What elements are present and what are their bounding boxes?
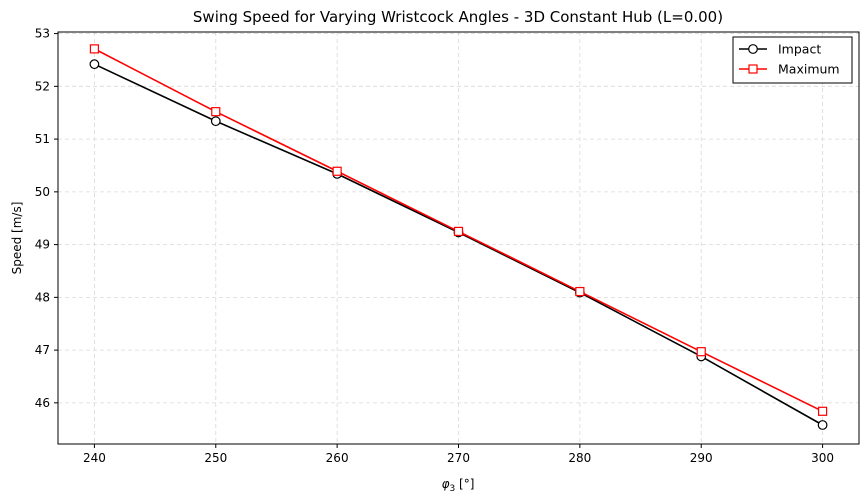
- data-point-maximum: [211, 107, 221, 117]
- data-point-impact: [89, 59, 100, 70]
- x-axis: 240 250 260 270 280 290 300: [83, 444, 834, 465]
- y-tick-label: 50: [35, 185, 50, 199]
- legend: Impact Maximum: [732, 36, 853, 84]
- y-tick-label: 47: [35, 343, 50, 357]
- data-point-impact: [817, 420, 828, 430]
- legend-label-maximum: Maximum: [778, 62, 840, 77]
- legend-marker-maximum: [748, 64, 758, 74]
- data-point-maximum: [89, 44, 100, 54]
- x-tick-label: 260: [326, 451, 349, 465]
- x-tick-label: 270: [447, 451, 470, 465]
- y-tick-label: 49: [35, 238, 50, 252]
- x-axis-label: φ3 [°]: [442, 477, 475, 494]
- grid: [58, 32, 859, 444]
- y-tick-label: 46: [35, 396, 50, 410]
- data-point-maximum: [696, 347, 706, 357]
- x-tick-label: 300: [811, 451, 834, 465]
- y-tick-label: 52: [35, 79, 50, 93]
- x-tick-label: 290: [690, 451, 713, 465]
- y-axis-label: Speed [m/s]: [10, 202, 24, 275]
- x-tick-label: 240: [83, 451, 106, 465]
- y-axis: 46 47 48 49 50 51 52 53: [35, 27, 58, 410]
- x-tick-label: 280: [568, 451, 591, 465]
- y-tick-label: 51: [35, 132, 50, 146]
- series-layer: [89, 44, 828, 430]
- data-point-maximum: [332, 166, 342, 176]
- data-point-maximum: [817, 406, 828, 416]
- data-point-maximum: [575, 286, 585, 297]
- legend-label-impact: Impact: [778, 42, 821, 57]
- legend-marker-impact: [748, 44, 758, 54]
- data-point-maximum: [453, 226, 464, 237]
- chart-title: Swing Speed for Varying Wristcock Angles…: [193, 8, 723, 26]
- x-tick-label: 250: [204, 451, 227, 465]
- data-point-impact: [210, 116, 221, 127]
- y-tick-label: 53: [35, 27, 50, 41]
- y-tick-label: 48: [35, 290, 50, 304]
